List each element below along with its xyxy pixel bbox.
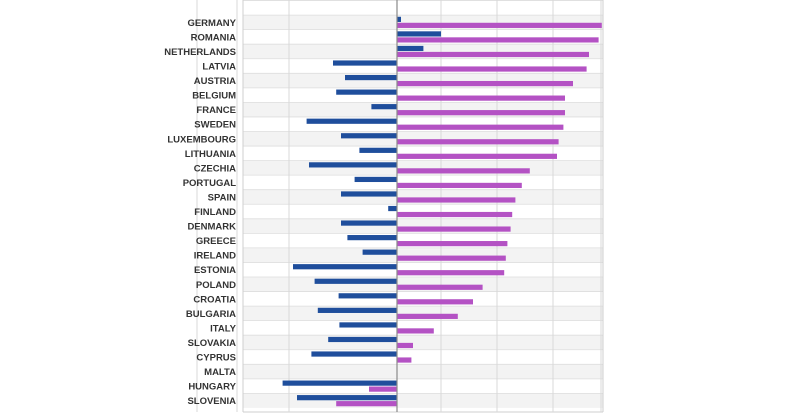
bar-series-2 [369, 386, 397, 392]
row-stripe [243, 335, 603, 350]
bar-series-2 [397, 37, 599, 43]
row-stripe [243, 349, 603, 365]
category-label: ITALY [210, 323, 237, 334]
bar-series-1 [306, 118, 397, 124]
bar-series-2 [397, 22, 602, 28]
bar-series-1 [397, 31, 441, 37]
bar-series-1 [336, 89, 397, 95]
bar-series-1 [293, 264, 397, 270]
bar-series-2 [397, 357, 412, 363]
row-stripes [243, 0, 603, 408]
bar-series-2 [397, 284, 483, 290]
row-stripe [243, 233, 603, 248]
category-label: SLOVAKIA [188, 338, 237, 349]
category-label: GERMANY [187, 18, 236, 29]
category-label: GREECE [196, 236, 236, 247]
bar-series-2 [397, 80, 573, 87]
bar-series-1 [339, 322, 397, 328]
category-label: FINLAND [194, 207, 236, 218]
category-label: SPAIN [208, 192, 236, 203]
row-stripe [243, 364, 603, 379]
bar-series-1 [328, 336, 397, 343]
bar-series-2 [397, 95, 565, 101]
bar-series-2 [397, 168, 530, 174]
row-stripe [243, 320, 603, 336]
bar-series-2 [397, 241, 508, 247]
bar-series-2 [397, 211, 513, 218]
bars [282, 16, 602, 407]
bar-series-2 [397, 197, 516, 203]
bar-series-2 [397, 270, 505, 276]
bar-series-1 [333, 60, 397, 66]
bar-series-2 [397, 124, 564, 130]
bar-series-1 [397, 45, 424, 52]
bar-series-1 [359, 147, 397, 153]
category-label: ROMANIA [191, 32, 237, 43]
row-stripe [243, 291, 603, 307]
bar-series-2 [397, 51, 589, 58]
bar-series-2 [336, 401, 397, 407]
bar-series-2 [397, 139, 559, 145]
bar-series-2 [397, 226, 511, 232]
bar-series-1 [345, 74, 397, 81]
category-label: DENMARK [187, 222, 236, 233]
category-label: POLAND [196, 280, 236, 291]
category-label: AUSTRIA [194, 76, 236, 87]
bar-series-2 [397, 66, 587, 72]
row-stripe [243, 0, 603, 16]
category-label: NETHERLANDS [164, 47, 236, 58]
bar-series-2 [397, 153, 557, 159]
bar-series-1 [341, 191, 397, 197]
bar-series-1 [282, 380, 397, 386]
bar-series-1 [311, 351, 397, 357]
row-stripe [243, 247, 603, 263]
category-label: ESTONIA [194, 265, 236, 276]
bar-series-2 [397, 299, 473, 305]
bar-series-1 [362, 249, 397, 255]
bar-series-1 [338, 293, 397, 299]
bar-series-1 [341, 220, 397, 226]
row-stripe [243, 204, 603, 219]
category-label: PORTUGAL [183, 178, 237, 189]
bar-series-1 [317, 307, 397, 313]
category-labels: EUGERMANYROMANIANETHERLANDSLATVIAAUSTRIA… [164, 18, 237, 407]
category-label: BULGARIA [186, 309, 236, 320]
bar-series-2 [397, 342, 413, 349]
bar-series-2 [397, 328, 434, 334]
bar-series-1 [397, 16, 401, 22]
category-label: SLOVENIA [187, 396, 236, 407]
category-label: CYPRUS [196, 353, 236, 364]
category-label: IRELAND [194, 251, 236, 262]
category-label: SWEDEN [194, 120, 236, 131]
bar-series-2 [397, 313, 458, 319]
bar-series-2 [397, 255, 506, 261]
category-label: MALTA [204, 367, 236, 378]
bar-series-1 [297, 395, 397, 401]
bar-series-2 [397, 182, 522, 189]
bar-series-1 [354, 176, 397, 183]
category-label: BELGIUM [192, 91, 236, 102]
category-label: LATVIA [202, 62, 236, 73]
bar-series-2 [397, 110, 565, 116]
bar-series-1 [388, 205, 397, 212]
category-label: HUNGARY [188, 382, 236, 393]
category-label: LUXEMBOURG [167, 134, 236, 145]
category-label: CROATIA [193, 294, 236, 305]
bar-series-1 [341, 133, 397, 139]
bar-series-1 [347, 235, 397, 241]
category-label: FRANCE [196, 105, 236, 116]
category-label: LITHUANIA [185, 149, 236, 160]
row-stripe [243, 218, 603, 234]
bar-series-1 [314, 278, 397, 284]
category-label: CZECHIA [194, 163, 236, 174]
bar-series-1 [371, 104, 397, 110]
bar-series-1 [309, 162, 397, 168]
